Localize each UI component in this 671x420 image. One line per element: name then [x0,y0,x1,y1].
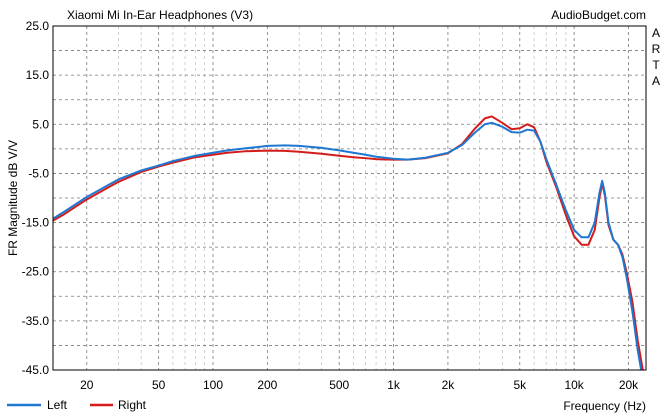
y-tick-label: -35.0 [22,314,50,328]
side-label-letter: R [652,42,661,56]
legend: Left Right [7,398,147,412]
y-tick-label: 25.0 [26,19,50,33]
side-label-letter: A [652,74,660,88]
y-axis-label: FR Magnitude dB V/V [6,140,20,256]
x-tick-label: 50 [152,378,166,392]
y-tick-label: -45.0 [22,363,50,377]
y-tick-label: -25.0 [22,265,50,279]
side-label-letter: A [652,26,660,40]
y-tick-label: -5.0 [28,166,49,180]
x-tick-label: 100 [203,378,223,392]
side-label: A R T A [652,26,661,88]
legend-label-left: Left [47,398,68,412]
y-tick-label: -15.0 [22,216,50,230]
x-axis-label: Frequency (Hz) [563,399,646,413]
x-tick-label: 20k [619,378,639,392]
chart-title: Xiaomi Mi In-Ear Headphones (V3) [67,8,253,22]
y-tick-label: 5.0 [32,117,49,131]
series-left-line [53,121,643,370]
side-label-letter: T [652,58,660,72]
tick-labels: 25.0 15.0 5.0 -5.0 -15.0 -25.0 -35.0 -45.0 20 50 1… [22,19,640,392]
x-tick-label: 5k [513,378,527,392]
x-tick-label: 200 [257,378,277,392]
x-tick-label: 1k [387,378,401,392]
x-tick-label: 500 [329,378,349,392]
legend-label-right: Right [118,398,147,412]
y-tick-label: 15.0 [26,68,50,82]
plot-frame [52,25,647,371]
grid-lines [53,26,646,370]
watermark-label: AudioBudget.com [551,8,646,22]
x-tick-label: 10k [564,378,584,392]
plot-series [53,115,644,370]
x-tick-label: 20 [80,378,94,392]
x-tick-label: 2k [442,378,456,392]
